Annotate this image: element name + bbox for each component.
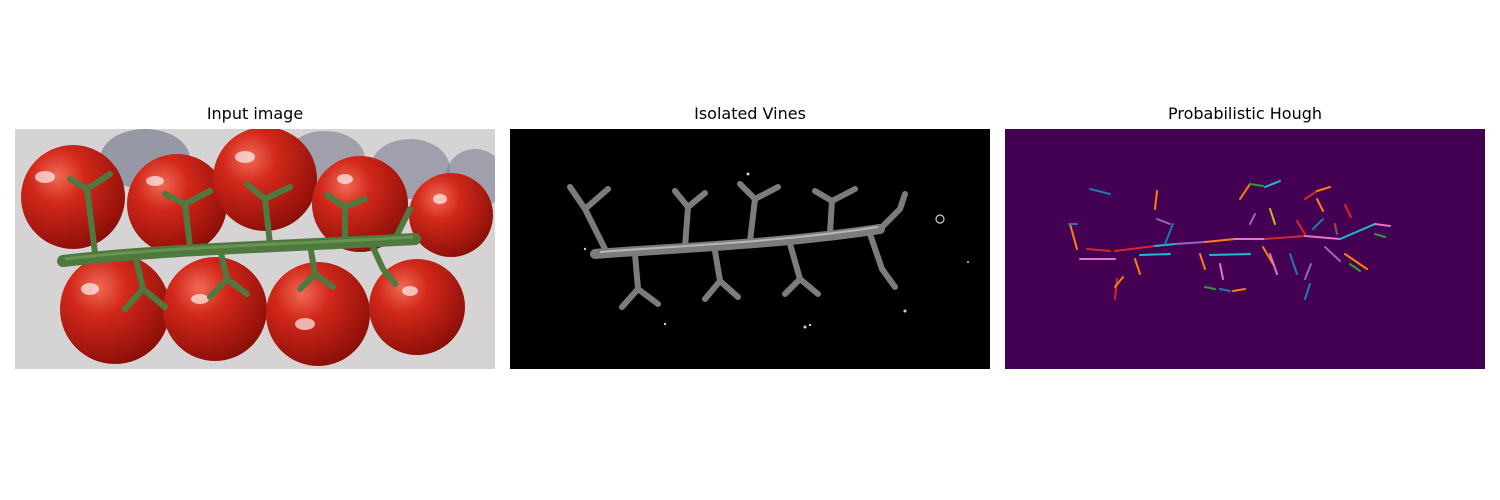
hough-segment <box>1289 253 1298 275</box>
hough-segment <box>1249 213 1256 225</box>
hough-segment <box>1316 186 1331 192</box>
hough-segment <box>1264 235 1306 240</box>
tomato <box>60 254 170 364</box>
hough-segment <box>1304 283 1311 300</box>
hough-segment <box>1264 180 1281 188</box>
hough-segment <box>1374 233 1386 238</box>
panel-title-probabilistic-hough: Probabilistic Hough <box>1167 104 1323 123</box>
hough-segment <box>1219 263 1224 280</box>
hough-segment <box>1249 183 1264 187</box>
probabilistic-hough-panel <box>1005 129 1485 369</box>
hough-segment <box>1114 278 1118 300</box>
hough-segment <box>1334 223 1338 235</box>
hough-segment <box>1269 253 1278 275</box>
hough-segment <box>1232 288 1246 292</box>
hough-segment <box>1114 245 1156 252</box>
panel-title-input-image: Input image <box>206 104 304 123</box>
hough-segment <box>1154 190 1158 210</box>
hough-segment <box>1304 235 1341 240</box>
tomato-vine-photo <box>15 129 495 369</box>
hough-segment <box>1086 248 1111 252</box>
hough-segment <box>1154 243 1176 247</box>
hough-segment <box>1316 198 1324 212</box>
tomato <box>127 154 227 254</box>
hough-segment <box>1374 223 1391 227</box>
input-image-panel <box>15 129 495 369</box>
hough-segment <box>1199 253 1206 270</box>
hough-segment <box>1339 223 1376 240</box>
hough-segment <box>1296 220 1306 235</box>
hough-segment <box>1139 253 1171 256</box>
hough-segment <box>1304 263 1312 280</box>
hough-segment <box>1204 286 1216 290</box>
hough-segment <box>1156 218 1171 225</box>
hough-segment <box>1134 258 1141 275</box>
hough-segment <box>1209 253 1251 256</box>
hough-segment <box>1269 208 1276 225</box>
hough-segment <box>1219 288 1231 292</box>
hough-segment <box>1069 223 1078 250</box>
hough-segment <box>1344 204 1352 218</box>
hough-segment <box>1204 238 1236 243</box>
hough-segment <box>1344 253 1368 270</box>
hough-segment <box>1164 223 1174 245</box>
tomato <box>163 257 267 361</box>
hough-lines-image <box>1005 129 1485 369</box>
tomato <box>266 262 370 366</box>
hough-segment <box>1312 218 1324 230</box>
tomato <box>409 173 493 257</box>
hough-segment <box>1239 183 1251 200</box>
hough-segment <box>1114 276 1124 288</box>
hough-segment <box>1349 263 1361 272</box>
isolated-vines-panel <box>510 129 990 369</box>
hough-segment <box>1324 246 1341 262</box>
hough-segment <box>1174 241 1206 245</box>
isolated-vines-image <box>510 129 990 369</box>
hough-segment <box>1262 246 1274 265</box>
hough-segment <box>1089 188 1111 195</box>
panel-title-isolated-vines: Isolated Vines <box>694 104 806 123</box>
hough-segment <box>1304 190 1318 200</box>
tomato <box>21 145 125 249</box>
